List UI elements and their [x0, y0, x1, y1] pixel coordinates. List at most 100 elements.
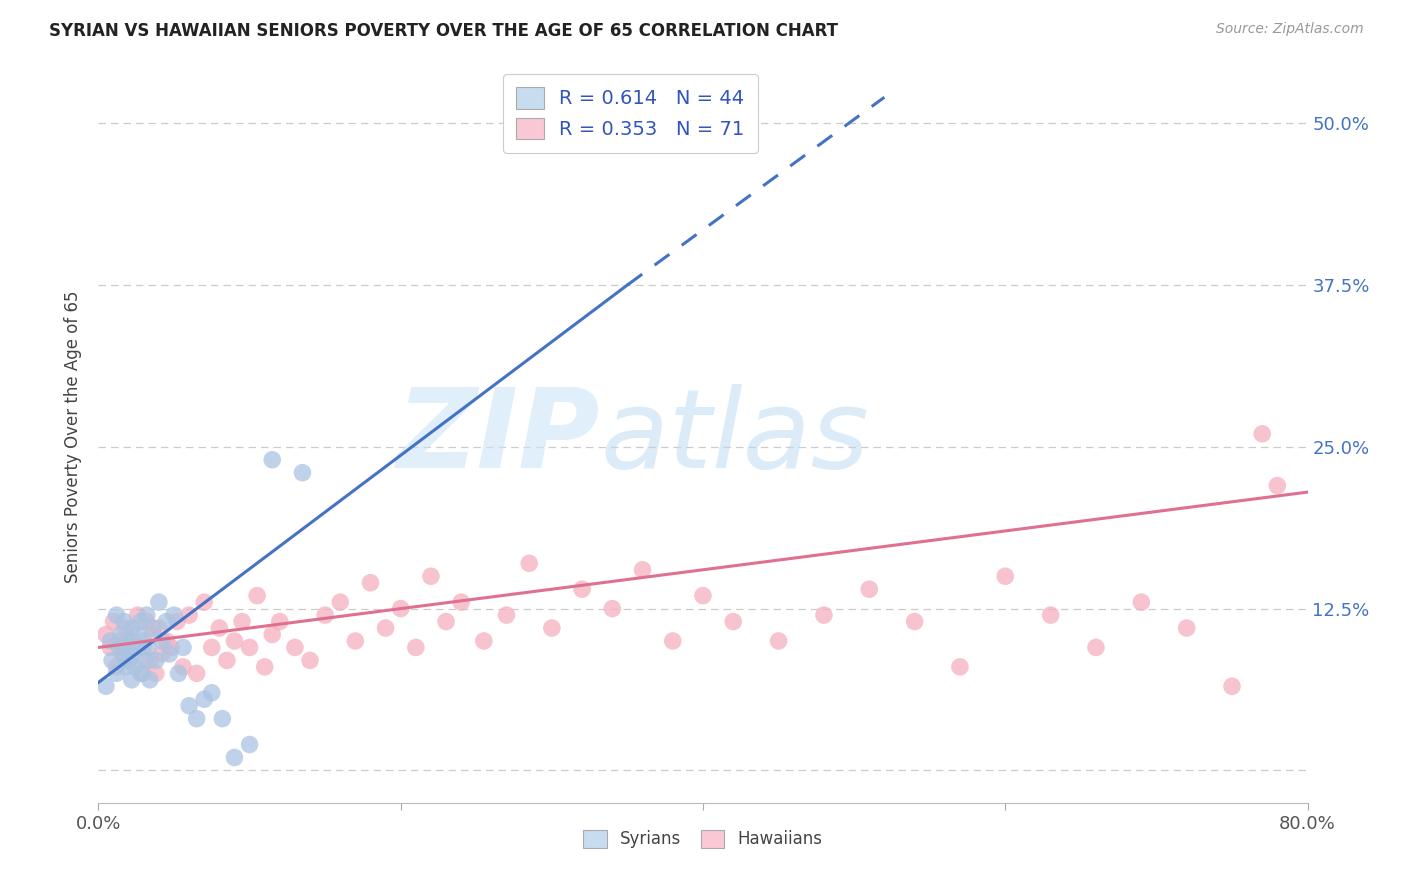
Point: [118, 653, 141, 667]
Point: [201, 686, 224, 700]
Y-axis label: Seniors Poverty Over the Age of 65: Seniors Poverty Over the Age of 65: [65, 291, 83, 583]
Point: [150, 634, 173, 648]
Point: [344, 634, 367, 648]
Point: [253, 660, 276, 674]
Point: [124, 640, 146, 655]
Point: [284, 640, 307, 655]
Point: [160, 640, 183, 655]
Point: [661, 634, 683, 648]
Point: [224, 750, 246, 764]
Legend: Syrians, Hawaiians: Syrians, Hawaiians: [575, 822, 831, 856]
Text: ZIP: ZIP: [396, 384, 600, 491]
Point: [211, 712, 233, 726]
Point: [159, 647, 181, 661]
Point: [94, 627, 117, 641]
Point: [472, 634, 495, 648]
Point: [813, 608, 835, 623]
Point: [105, 666, 128, 681]
Point: [1267, 478, 1289, 492]
Point: [114, 621, 136, 635]
Point: [1130, 595, 1153, 609]
Point: [329, 595, 352, 609]
Point: [148, 595, 170, 609]
Point: [135, 608, 157, 623]
Point: [179, 698, 201, 713]
Point: [121, 621, 143, 635]
Point: [167, 666, 190, 681]
Point: [239, 738, 262, 752]
Point: [246, 589, 269, 603]
Point: [100, 634, 122, 648]
Point: [127, 627, 149, 641]
Point: [239, 640, 262, 655]
Point: [127, 608, 149, 623]
Point: [129, 666, 152, 681]
Point: [110, 627, 132, 641]
Point: [128, 640, 150, 655]
Point: [132, 634, 155, 648]
Point: [571, 582, 593, 597]
Point: [111, 647, 134, 661]
Point: [450, 595, 472, 609]
Point: [118, 653, 141, 667]
Point: [262, 452, 284, 467]
Point: [136, 640, 159, 655]
Point: [215, 653, 238, 667]
Point: [201, 640, 224, 655]
Point: [434, 615, 457, 629]
Point: [224, 634, 246, 648]
Point: [142, 627, 165, 641]
Point: [193, 595, 215, 609]
Point: [1175, 621, 1198, 635]
Point: [495, 608, 517, 623]
Point: [186, 712, 208, 726]
Point: [858, 582, 880, 597]
Point: [108, 640, 131, 655]
Point: [602, 601, 624, 615]
Text: SYRIAN VS HAWAIIAN SENIORS POVERTY OVER THE AGE OF 65 CORRELATION CHART: SYRIAN VS HAWAIIAN SENIORS POVERTY OVER …: [49, 22, 838, 40]
Text: Source: ZipAtlas.com: Source: ZipAtlas.com: [1216, 22, 1364, 37]
Point: [1251, 426, 1274, 441]
Point: [155, 615, 177, 629]
Point: [1220, 679, 1243, 693]
Point: [94, 679, 117, 693]
Text: atlas: atlas: [600, 384, 869, 491]
Point: [360, 575, 382, 590]
Point: [139, 673, 162, 687]
Point: [108, 634, 131, 648]
Point: [121, 634, 143, 648]
Point: [122, 647, 145, 661]
Point: [517, 557, 540, 571]
Point: [135, 615, 157, 629]
Point: [114, 660, 136, 674]
Point: [231, 615, 253, 629]
Point: [405, 640, 427, 655]
Point: [129, 615, 152, 629]
Point: [121, 673, 143, 687]
Point: [100, 640, 122, 655]
Point: [208, 621, 231, 635]
Point: [540, 621, 562, 635]
Point: [904, 615, 927, 629]
Point: [186, 666, 208, 681]
Point: [112, 615, 135, 629]
Point: [1085, 640, 1108, 655]
Point: [101, 653, 124, 667]
Point: [299, 653, 322, 667]
Point: [374, 621, 396, 635]
Point: [105, 608, 128, 623]
Point: [389, 601, 412, 615]
Point: [172, 660, 194, 674]
Point: [631, 563, 654, 577]
Point: [155, 634, 177, 648]
Point: [120, 640, 142, 655]
Point: [1039, 608, 1062, 623]
Point: [115, 634, 138, 648]
Point: [124, 660, 146, 674]
Point: [291, 466, 314, 480]
Point: [163, 608, 186, 623]
Point: [172, 640, 194, 655]
Point: [132, 640, 155, 655]
Point: [949, 660, 972, 674]
Point: [111, 647, 134, 661]
